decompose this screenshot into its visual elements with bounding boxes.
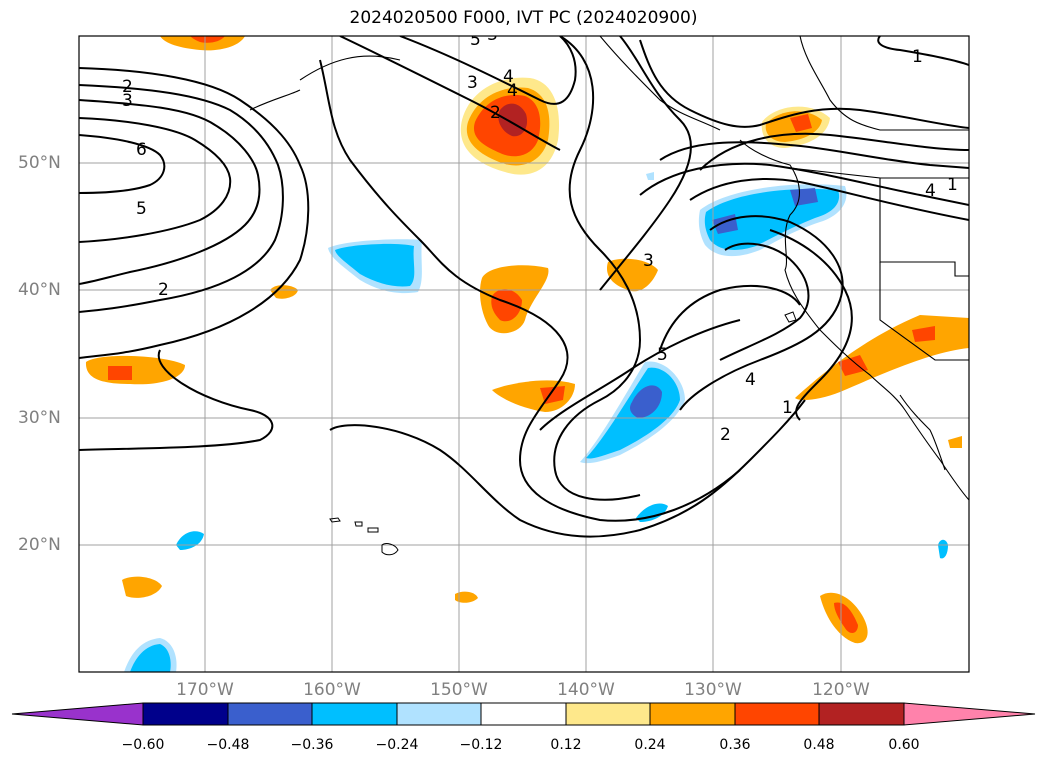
colorbar-bin (396, 702, 482, 726)
colorbar-tick-label: 0.48 (803, 737, 835, 753)
colorbar-bin (818, 702, 905, 726)
colorbar-tick-label: −0.60 (121, 737, 165, 753)
lon-label: 150°W (430, 680, 488, 700)
colorbar-tick-label: 0.60 (888, 737, 920, 753)
colorbar-bin (311, 702, 398, 726)
contour-label: 5 (470, 30, 481, 50)
colorbar-tick-label: −0.48 (206, 737, 250, 753)
colorbar-bin (565, 702, 651, 726)
contour-label: 2 (122, 77, 133, 97)
contour-label: 1 (947, 175, 958, 195)
contour-label: 4 (503, 67, 514, 87)
lon-label: 140°W (557, 680, 615, 700)
colorbar-over (903, 702, 1036, 726)
colorbar-tick-label: −0.24 (375, 737, 419, 753)
contour-label: 4 (745, 370, 756, 390)
map-title: 2024020500 F000, IVT PC (2024020900) (349, 8, 698, 28)
contour-label: 3 (122, 91, 133, 111)
contour-label: 2 (158, 280, 169, 300)
contour-label: 3 (487, 25, 498, 45)
contour-label: 2 (720, 425, 731, 445)
colorbar-under (11, 702, 144, 726)
lon-label: 160°W (303, 680, 361, 700)
contour-label: 4 (507, 81, 518, 101)
colorbar-bin (142, 702, 229, 726)
contour-label: 3 (643, 251, 654, 271)
colorbar-bin (480, 702, 567, 726)
colorbar-tick-label: 0.36 (719, 737, 751, 753)
ivt-contours (79, 36, 969, 538)
contour-labels: 1 2 3 4 5 6 4 3 2 5 2 1 4 2 3 3 4 5 1 (122, 25, 958, 445)
contour-label: 6 (136, 140, 147, 160)
colorbar-bin (227, 702, 313, 726)
colorbar-bin (734, 702, 820, 726)
colorbar-tick-label: −0.12 (459, 737, 503, 753)
lat-label: 20°N (18, 535, 61, 555)
map-frame (78, 35, 970, 673)
lon-label: 120°W (812, 680, 870, 700)
contour-label: 4 (925, 181, 936, 201)
contour-label: 1 (912, 47, 923, 67)
graticule (79, 36, 969, 672)
colorbar-tick-label: 0.12 (550, 737, 582, 753)
contour-label: 1 (782, 398, 793, 418)
contour-label: 5 (657, 345, 668, 365)
contour-label: 3 (467, 73, 478, 93)
lat-label: 40°N (18, 280, 61, 300)
colorbar (11, 702, 1036, 726)
colorbar-tick-label: 0.24 (634, 737, 666, 753)
colorbar-tick-label: −0.36 (290, 737, 334, 753)
contour-label: 5 (136, 199, 147, 219)
hawaii-islands (329, 311, 797, 556)
lat-label: 50°N (18, 153, 61, 173)
lon-label: 170°W (176, 680, 234, 700)
lon-label: 130°W (684, 680, 742, 700)
colorbar-bin (649, 702, 736, 726)
lat-label: 30°N (18, 408, 61, 428)
contour-label: 2 (490, 103, 501, 123)
